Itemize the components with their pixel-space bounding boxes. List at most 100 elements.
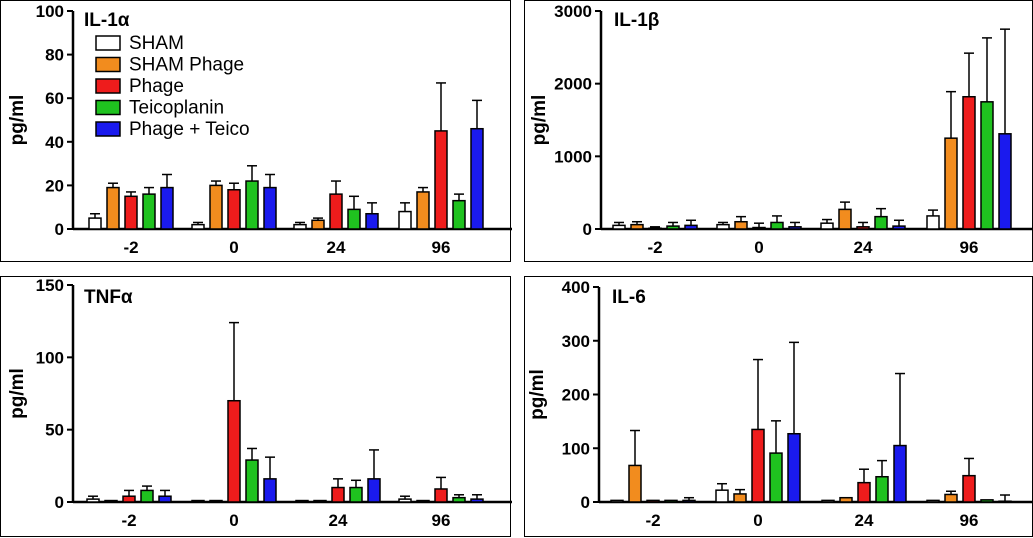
- legend-swatch-phage: [95, 78, 121, 94]
- y-tick-label: 100: [36, 2, 64, 21]
- y-tick-label: 100: [562, 439, 590, 458]
- panel-title: IL-1α: [84, 10, 130, 31]
- x-tick-label: -2: [647, 238, 662, 257]
- bar-phage-teico-96: [470, 498, 484, 503]
- tnf-alpha-chart: 0 50 100 150 pg/ml TNFα -2 0 24 96: [7, 277, 512, 530]
- y-axis-title: pg/ml: [529, 95, 550, 146]
- bar-sham-phage-96: [416, 499, 430, 503]
- il-6-panel: 0 100 200 300 400 pg/ml IL-6 -2 0 24 96: [524, 276, 1033, 537]
- y-tick-label: 300: [562, 332, 590, 351]
- y-tick-label: 200: [562, 386, 590, 405]
- bar-sham-phage-24: [838, 208, 852, 230]
- bar-sham-2: [86, 498, 100, 503]
- bar-sham-96: [398, 498, 412, 503]
- y-tick-label: 50: [45, 421, 64, 440]
- bar-sham-24: [293, 223, 307, 230]
- x-tick-label: 0: [753, 511, 762, 530]
- bar-phage-teico-0: [787, 432, 801, 503]
- bar-phage-teico-2: [160, 186, 174, 230]
- bar-sham-0: [716, 223, 730, 230]
- bar-phage-teico-2: [684, 224, 698, 230]
- bar-teicoplanin-0: [769, 452, 783, 503]
- legend-swatch-phage-teico: [95, 121, 121, 137]
- bar-teicoplanin-2: [666, 225, 680, 230]
- bar-teicoplanin-24: [347, 208, 361, 230]
- bar-sham-96: [398, 210, 412, 230]
- bar-phage-teico-2: [682, 499, 696, 503]
- bar-phage-96: [962, 474, 976, 503]
- bar-phage-teico-0: [788, 226, 802, 230]
- bar-sham-2: [610, 499, 624, 503]
- x-tick-label: -2: [645, 511, 660, 530]
- bar-phage-teico-24: [892, 225, 906, 230]
- il-6-chart: 0 100 200 300 400 pg/ml IL-6 -2 0 24 96: [527, 278, 1033, 530]
- bar-phage-2: [646, 499, 660, 503]
- bar-sham-phage-0: [209, 499, 223, 503]
- bar-sham-phage-24: [313, 499, 327, 503]
- bar-teicoplanin-96: [980, 499, 994, 503]
- bar-phage-teico-24: [365, 212, 379, 230]
- bar-phage-2: [648, 227, 662, 230]
- legend-label-teicoplanin: Teicoplanin: [129, 98, 224, 119]
- bar-phage-teico-96: [470, 127, 484, 230]
- bar-sham-phage-24: [839, 496, 853, 503]
- bar-phage-24: [856, 226, 870, 230]
- bar-sham-phage-0: [209, 184, 223, 230]
- bar-teicoplanin-0: [245, 459, 259, 503]
- y-axis-title: pg/ml: [527, 369, 548, 420]
- legend-swatch-sham: [95, 35, 121, 51]
- bar-teicoplanin-0: [245, 180, 259, 230]
- y-tick-label: 400: [562, 278, 590, 297]
- y-tick-label: 0: [55, 493, 64, 512]
- legend-label-sham: SHAM: [129, 33, 184, 54]
- y-tick-label: 80: [45, 46, 64, 65]
- bar-phage-teico-0: [263, 478, 277, 503]
- x-tick-label: 0: [229, 238, 238, 257]
- il-1-alpha-panel: 0 20 40 60 80 100 pg/ml IL-1α -2 0 24 96 SHAM SHAM Ph…: [0, 0, 512, 262]
- il-1-beta-panel: 0 1000 2000 3000 pg/ml IL-1β -2 0 24 96: [524, 0, 1033, 262]
- y-tick-label: 3000: [554, 2, 592, 21]
- bar-teicoplanin-2: [140, 489, 154, 503]
- bar-sham-2: [88, 217, 102, 230]
- bar-teicoplanin-96: [452, 496, 466, 503]
- legend-swatch-sham-phage: [95, 56, 121, 73]
- bar-phage-0: [752, 226, 766, 230]
- bar-teicoplanin-24: [874, 215, 888, 230]
- bar-sham-phage-2: [106, 186, 120, 230]
- y-tick-label: 0: [581, 493, 590, 512]
- bar-phage-teico-24: [367, 478, 381, 503]
- x-tick-label: -2: [123, 238, 138, 257]
- bar-sham-24: [821, 499, 835, 503]
- bar-sham-2: [612, 224, 626, 230]
- y-axis-title: pg/ml: [7, 368, 28, 419]
- bar-sham-phage-96: [944, 493, 958, 503]
- bar-sham-0: [191, 223, 205, 230]
- bar-teicoplanin-0: [770, 221, 784, 230]
- x-tick-label: 24: [327, 238, 346, 257]
- x-tick-label: 24: [854, 238, 873, 257]
- y-tick-label: 40: [45, 133, 64, 152]
- x-tick-label: 96: [960, 511, 979, 530]
- bar-phage-teico-0: [263, 186, 277, 230]
- tnf-alpha-panel: 0 50 100 150 pg/ml TNFα -2 0 24 96: [0, 276, 512, 537]
- y-tick-label: 1000: [554, 147, 592, 166]
- bar-phage-0: [751, 428, 765, 503]
- bar-phage-24: [857, 481, 871, 503]
- bar-phage-24: [331, 486, 345, 503]
- bar-teicoplanin-96: [980, 101, 994, 230]
- bar-phage-teico-24: [893, 444, 907, 503]
- bar-sham-phage-0: [734, 220, 748, 230]
- bar-teicoplanin-24: [349, 486, 363, 503]
- bar-sham-24: [820, 222, 834, 230]
- bar-phage-0: [227, 399, 241, 503]
- bar-phage-teico-2: [158, 495, 172, 503]
- bar-sham-phage-24: [311, 219, 325, 230]
- bar-sham-phage-2: [104, 499, 118, 503]
- bar-teicoplanin-2: [664, 499, 678, 503]
- legend-label-phage: Phage: [129, 76, 184, 97]
- bar-sham-phage-2: [630, 223, 644, 230]
- bar-phage-24: [329, 193, 343, 230]
- bar-teicoplanin-24: [875, 475, 889, 503]
- y-tick-label: 0: [55, 220, 64, 239]
